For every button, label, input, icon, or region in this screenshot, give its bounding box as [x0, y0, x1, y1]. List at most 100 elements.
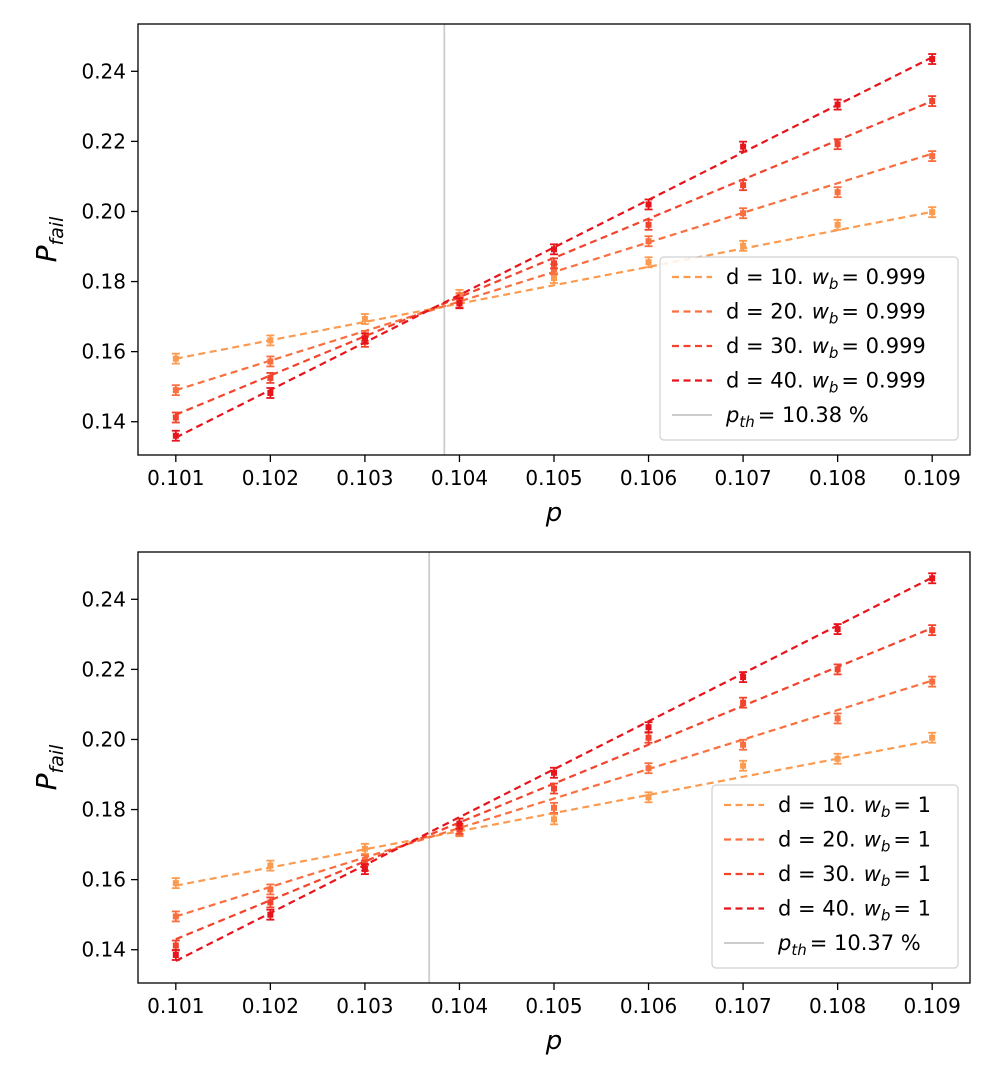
legend-entry-threshold: pth = 10.37 % — [724, 931, 921, 959]
x-tick-label: 0.102 — [242, 994, 299, 1018]
y-tick-label: 0.18 — [81, 270, 126, 294]
legend-d-value: d = 10. — [726, 265, 804, 289]
legend-entry: d = 40. wb = 1 — [724, 897, 931, 925]
legend-w-value: = 1 — [893, 828, 931, 852]
x-tick-label: 0.102 — [242, 466, 299, 490]
legend-d-value: d = 20. — [726, 300, 804, 324]
marker — [740, 741, 747, 748]
legend-frame — [711, 784, 959, 969]
data-point — [644, 731, 653, 744]
data-point — [833, 186, 842, 199]
marker — [172, 432, 179, 439]
legend-w-value: = 1 — [893, 862, 931, 886]
y-axis-label: Pfail — [30, 216, 68, 263]
marker — [929, 678, 936, 685]
legend-p-symbol: p — [725, 403, 739, 427]
chart-panel-2: 0.101 0.102 0.103 0.104 0.105 0.106 0.107 0.108… — [30, 551, 971, 1056]
data-point — [644, 256, 653, 269]
marker — [834, 221, 841, 228]
data-point — [171, 910, 180, 923]
legend-p-symbol: p — [777, 931, 791, 955]
marker — [551, 275, 557, 282]
data-point — [739, 140, 748, 153]
marker — [551, 260, 557, 267]
legend-w-subscript: b — [881, 907, 891, 925]
legend-entry: d = 10. wb = 1 — [724, 793, 931, 821]
data-point — [739, 738, 748, 751]
data-point — [171, 384, 180, 397]
series-4 — [171, 53, 937, 442]
marker — [361, 316, 368, 323]
legend-label: d = 30. wb = 0.999 — [726, 334, 926, 362]
fit-line — [175, 576, 933, 962]
marker — [361, 335, 368, 342]
data-point — [266, 334, 275, 347]
data-point — [266, 896, 275, 909]
legend-w-symbol: w — [812, 369, 830, 393]
legend-frame — [659, 256, 959, 441]
marker — [929, 575, 936, 582]
legend-w-value: = 0.999 — [841, 369, 925, 393]
legend-d-value: d = 40. — [778, 897, 856, 921]
x-tick-label: 0.103 — [336, 994, 393, 1018]
data-point — [928, 675, 937, 688]
marker — [929, 56, 936, 63]
x-tick-label: 0.105 — [525, 466, 582, 490]
marker — [645, 724, 652, 731]
series-2 — [171, 675, 937, 923]
marker — [834, 141, 841, 148]
x-axis-label: p — [545, 498, 563, 528]
data-point — [266, 387, 275, 399]
data-point — [550, 782, 558, 795]
marker — [834, 626, 841, 633]
marker — [267, 886, 274, 893]
marker — [267, 374, 274, 381]
x-tick-label: 0.101 — [147, 994, 204, 1018]
series-4 — [171, 572, 937, 962]
legend-label: d = 20. wb = 0.999 — [726, 300, 926, 328]
marker — [456, 300, 463, 307]
x-tick-label: 0.108 — [809, 994, 866, 1018]
data-point — [739, 207, 748, 220]
marker — [361, 866, 368, 873]
legend-w-symbol: w — [812, 300, 830, 324]
data-point — [739, 671, 748, 683]
legend-p-subscript: th — [791, 941, 806, 959]
legend-d-value: d = 40. — [726, 369, 804, 393]
data-point — [644, 721, 653, 734]
marker — [267, 358, 274, 365]
marker — [645, 201, 652, 208]
legend-w-value: = 0.999 — [841, 265, 925, 289]
marker — [645, 794, 652, 801]
data-point — [928, 53, 937, 65]
legend-d-value: d = 20. — [778, 828, 856, 852]
x-tick-label: 0.106 — [620, 466, 677, 490]
data-point — [739, 759, 748, 772]
data-point — [550, 813, 558, 826]
fit-line — [175, 56, 933, 439]
legend-w-symbol: w — [864, 793, 882, 817]
data-point — [644, 218, 653, 231]
marker — [551, 785, 557, 792]
data-point — [171, 949, 180, 961]
legend-d-value: d = 30. — [726, 334, 804, 358]
legend: d = 10. wb = 1d = 20. wb = 1d = 30. wb = 1d = … — [711, 784, 959, 969]
marker — [834, 715, 841, 722]
marker — [834, 101, 841, 108]
y-axis-label-main: P — [30, 245, 63, 262]
x-tick-label: 0.109 — [904, 994, 961, 1018]
legend-label: d = 20. wb = 1 — [778, 828, 931, 856]
y-axis-label: Pfail — [30, 744, 68, 791]
data-point — [266, 883, 275, 896]
marker — [267, 389, 274, 396]
data-point — [455, 817, 464, 830]
marker — [645, 765, 652, 772]
legend-label: d = 10. wb = 1 — [778, 793, 931, 821]
data-point — [360, 332, 369, 345]
marker — [172, 951, 179, 958]
data-point — [171, 877, 180, 890]
marker — [834, 666, 841, 673]
y-tick-label: 0.18 — [81, 798, 126, 822]
